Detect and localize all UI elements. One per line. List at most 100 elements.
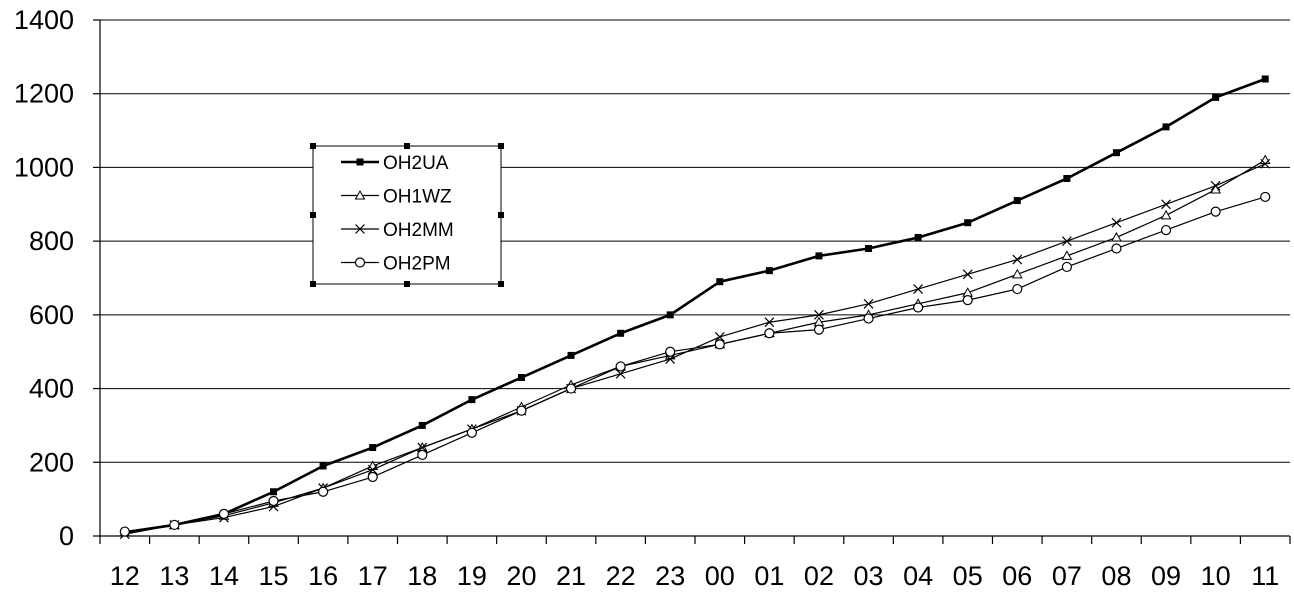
data-point-oh2mm-01 xyxy=(764,317,775,328)
data-point-oh2pm-07 xyxy=(1061,261,1072,273)
y-tick-label: 800 xyxy=(29,226,74,256)
data-point-oh2ua-10 xyxy=(1212,93,1220,101)
data-point-oh2pm-17 xyxy=(367,471,378,483)
x-tick-label: 18 xyxy=(407,561,437,591)
data-point-oh2pm-20 xyxy=(516,405,527,416)
series-line-oh1wz xyxy=(124,159,1266,533)
data-point-oh2pm-10 xyxy=(1210,206,1221,217)
data-point-oh2ua-18 xyxy=(418,421,426,429)
legend-marker-oh2mm xyxy=(355,224,365,234)
data-point-oh1wz-08 xyxy=(1111,231,1122,242)
data-point-oh2mm-23 xyxy=(665,354,676,365)
data-point-oh2ua-07 xyxy=(1063,174,1071,182)
data-point-oh2ua-06 xyxy=(1013,197,1021,205)
data-point-oh2pm-19 xyxy=(466,427,477,438)
x-tick-label: 07 xyxy=(1052,561,1082,591)
data-point-oh2pm-12 xyxy=(119,526,130,537)
data-point-oh2mm-17 xyxy=(367,464,378,475)
data-point-oh2ua-05 xyxy=(964,219,972,227)
data-point-oh2ua-23 xyxy=(666,311,674,319)
x-tick-label: 21 xyxy=(556,561,586,591)
y-tick-label: 200 xyxy=(29,447,74,477)
legend-item-oh1wz: OH1WZ xyxy=(341,187,452,208)
data-point-oh2ua-15 xyxy=(270,488,278,496)
series-oh1wz xyxy=(119,154,1271,537)
data-point-oh1wz-11 xyxy=(1259,154,1271,165)
legend[interactable]: OH2UA OH1WZ OH2MM OH2PM xyxy=(310,143,504,287)
x-tick-label: 03 xyxy=(854,561,884,591)
data-point-oh2ua-00 xyxy=(716,278,724,286)
data-point-oh2mm-22 xyxy=(615,368,626,379)
y-tick-label: 0 xyxy=(59,521,74,551)
y-tick-label: 1200 xyxy=(14,79,74,109)
legend-marker-oh1wz xyxy=(354,189,366,200)
x-tick-label: 13 xyxy=(159,561,189,591)
x-tick-label: 09 xyxy=(1151,561,1181,591)
data-point-oh2ua-01 xyxy=(765,267,773,275)
x-tick-label: 06 xyxy=(1002,561,1032,591)
data-point-oh2mm-04 xyxy=(913,284,924,294)
legend-resize-handle[interactable] xyxy=(404,143,410,149)
data-point-oh2mm-02 xyxy=(814,309,824,320)
y-tick-label: 1000 xyxy=(14,152,74,182)
legend-item-oh2ua: OH2UA xyxy=(341,153,449,174)
axes xyxy=(93,19,1291,544)
legend-resize-handle[interactable] xyxy=(310,143,316,149)
legend-resize-handle[interactable] xyxy=(498,212,504,218)
x-tick-label: 08 xyxy=(1101,561,1131,591)
data-point-oh1wz-09 xyxy=(1160,209,1172,220)
x-tick-label: 20 xyxy=(506,561,536,591)
data-point-oh2mm-11 xyxy=(1260,158,1271,169)
x-tick-label: 23 xyxy=(655,561,685,591)
data-point-oh2pm-04 xyxy=(913,302,924,313)
data-point-oh1wz-07 xyxy=(1061,250,1073,260)
grid-lines xyxy=(100,19,1290,463)
x-tick-label: 17 xyxy=(358,561,388,591)
x-tick-label: 16 xyxy=(308,561,338,591)
legend-box[interactable] xyxy=(312,145,502,285)
data-point-oh2ua-09 xyxy=(1162,123,1170,131)
legend-resize-handle[interactable] xyxy=(498,281,504,287)
data-point-oh2pm-13 xyxy=(169,519,180,531)
legend-label: OH2PM xyxy=(383,254,451,275)
x-tick-label: 15 xyxy=(259,561,289,591)
data-point-oh2ua-22 xyxy=(617,329,625,337)
y-tick-label: 400 xyxy=(29,374,74,404)
data-point-oh2pm-06 xyxy=(1012,283,1023,295)
series-line-oh2pm xyxy=(124,196,1266,533)
legend-marker-oh2ua xyxy=(356,158,364,166)
series-oh2pm xyxy=(119,191,1271,537)
data-point-oh2ua-08 xyxy=(1112,149,1120,157)
data-point-oh2ua-16 xyxy=(319,462,327,470)
x-tick-label: 11 xyxy=(1251,561,1279,591)
data-point-oh2pm-00 xyxy=(714,339,725,350)
legend-resize-handle[interactable] xyxy=(404,281,410,287)
data-point-oh1wz-06 xyxy=(1011,268,1023,279)
data-point-oh2pm-09 xyxy=(1160,224,1172,236)
data-point-oh2mm-07 xyxy=(1061,236,1072,247)
x-tick-label: 14 xyxy=(209,561,239,591)
data-point-oh2ua-03 xyxy=(865,245,873,253)
series-line-oh2mm xyxy=(124,163,1266,535)
data-point-oh2pm-18 xyxy=(417,449,428,461)
x-tick-label: 10 xyxy=(1201,561,1231,591)
data-point-oh2mm-00 xyxy=(714,332,725,342)
legend-resize-handle[interactable] xyxy=(310,212,316,218)
legend-resize-handle[interactable] xyxy=(498,143,504,149)
data-point-oh2ua-20 xyxy=(517,374,525,382)
legend-resize-handle[interactable] xyxy=(310,281,316,287)
series-lines xyxy=(119,75,1271,540)
data-point-oh2pm-16 xyxy=(318,486,329,497)
legend-item-oh2pm: OH2PM xyxy=(341,254,451,275)
data-point-oh2mm-08 xyxy=(1111,217,1122,228)
data-point-oh2pm-02 xyxy=(813,324,825,335)
data-point-oh2mm-10 xyxy=(1210,180,1221,191)
y-tick-label: 600 xyxy=(29,300,74,330)
y-axis-tick-labels: 0 200 400 600 800 1000 1200 1400 xyxy=(14,5,74,551)
legend-label: OH1WZ xyxy=(383,187,452,208)
x-tick-label: 05 xyxy=(953,561,983,591)
data-point-oh2pm-03 xyxy=(863,313,874,324)
legend-item-oh2mm: OH2MM xyxy=(341,220,454,241)
data-point-oh2ua-02 xyxy=(815,252,823,260)
